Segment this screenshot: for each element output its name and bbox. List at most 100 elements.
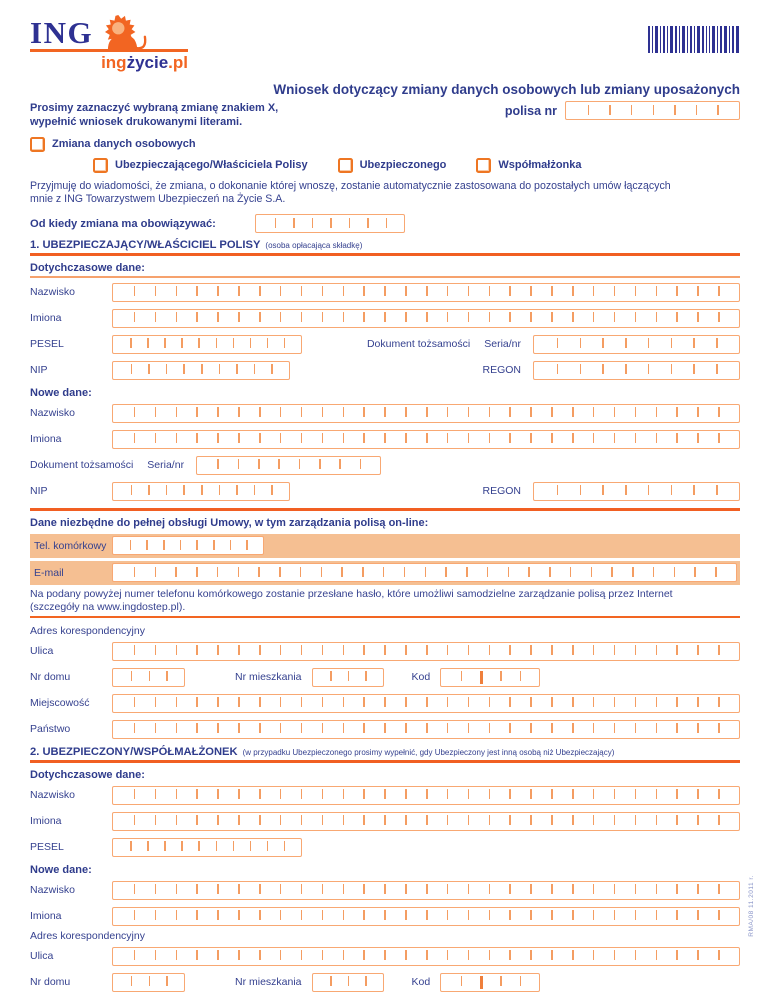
section1-rule xyxy=(30,253,740,257)
s1-old-surname-input[interactable] xyxy=(112,282,740,302)
names-label: Imiona xyxy=(30,815,62,828)
nip-label: NIP xyxy=(30,485,48,498)
instruction-line-2: wypełnić wniosek drukowanymi literami. xyxy=(30,116,243,129)
s1-new-nip-row: NIP REGON xyxy=(30,481,740,501)
policy-number-input[interactable] xyxy=(565,101,740,120)
s2-new-names-row: Imiona xyxy=(30,906,740,926)
page-title: Wniosek dotyczący zmiany danych osobowyc… xyxy=(273,82,740,97)
online-heading: Dane niezbędne do pełnej obsługi Umowy, … xyxy=(30,516,429,529)
s1-flat-input[interactable] xyxy=(311,667,384,687)
mobile-band: Tel. komórkowy xyxy=(30,533,740,558)
instruction-line-1: Prosimy zaznaczyć wybraną zmianę znakiem… xyxy=(30,102,279,114)
s2-new-surname-input[interactable] xyxy=(112,880,740,900)
s1-street-row: Ulica xyxy=(30,641,740,661)
s1-old-iddoc-input[interactable] xyxy=(533,334,740,354)
regon-label: REGON xyxy=(482,364,521,377)
change-type-row: Zmiana danych osobowych xyxy=(30,136,740,152)
spouse-checkbox-item: Współmałżonka xyxy=(476,157,582,173)
s2-house-row: Nr domu Nr mieszkania Kod xyxy=(30,972,740,992)
names-label: Imiona xyxy=(30,433,62,446)
barcode xyxy=(648,26,739,53)
email-label: E-mail xyxy=(34,566,64,579)
s2-old-pesel-input[interactable] xyxy=(112,837,302,857)
section2-subtitle: (w przypadku Ubezpieczonego prosimy wype… xyxy=(242,747,615,757)
flat-label: Nr mieszkania xyxy=(235,671,302,684)
regon-label: REGON xyxy=(482,485,521,498)
ing-logo: ING ingżycie.pl xyxy=(30,14,740,73)
city-label: Miejscowość xyxy=(30,697,90,710)
section2-rule xyxy=(30,759,740,763)
nip-label: NIP xyxy=(30,364,48,377)
site-suffix: .pl xyxy=(168,52,188,72)
email-input[interactable] xyxy=(112,563,737,583)
brand-site: ingżycie.pl xyxy=(30,53,188,73)
s1-old-pesel-input[interactable] xyxy=(112,334,302,354)
s1-old-regon-group: REGON xyxy=(482,360,740,380)
street-label: Ulica xyxy=(30,950,54,963)
ing-wordmark: ING xyxy=(30,15,94,50)
mobile-input[interactable] xyxy=(112,536,264,556)
policy-number-row: polisa nr xyxy=(505,101,740,120)
spouse-label: Współmałżonka xyxy=(498,159,582,172)
s1-old-nip-input[interactable] xyxy=(112,360,290,380)
iddoc-series-label: Seria/nr xyxy=(484,338,521,351)
policyholder-label: Ubezpieczającego/Właściciela Polisy xyxy=(115,159,308,172)
personal-data-change-label: Zmiana danych osobowych xyxy=(52,138,196,151)
s2-street-row: Ulica xyxy=(30,946,740,966)
acknowledgment-text: Przyjmuję do wiadomości, że zmiana, o do… xyxy=(30,179,671,205)
s1-address-heading: Adres korespondencyjny xyxy=(30,624,145,637)
header: ING ingżycie.pl xyxy=(30,14,740,78)
iddoc-label: Dokument tożsamości xyxy=(30,459,134,472)
pesel-label: PESEL xyxy=(30,338,64,351)
s2-address-heading: Adres korespondencyjny xyxy=(30,929,145,942)
insured-checkbox[interactable] xyxy=(337,157,353,173)
s1-new-names-input[interactable] xyxy=(112,429,740,449)
mobile-label: Tel. komórkowy xyxy=(34,539,107,552)
s1-new-iddoc-input[interactable] xyxy=(196,455,382,475)
s1-zip-input[interactable] xyxy=(440,667,541,687)
s1-street-input[interactable] xyxy=(112,641,740,661)
effective-date-input[interactable] xyxy=(255,214,405,234)
site-mid: życie xyxy=(126,52,169,72)
spouse-checkbox[interactable] xyxy=(476,157,492,173)
s1-new-names-row: Imiona xyxy=(30,429,740,449)
change-subject-row: Ubezpieczającego/Właściciela Polisy Ubez… xyxy=(93,157,740,173)
s2-old-names-row: Imiona xyxy=(30,811,740,831)
s1-house-row: Nr domu Nr mieszkania Kod xyxy=(30,667,740,687)
s1-old-iddoc-group: Dokument tożsamości Seria/nr xyxy=(367,334,740,354)
policyholder-checkbox[interactable] xyxy=(93,157,108,173)
s2-zip-input[interactable] xyxy=(440,972,541,992)
s2-street-input[interactable] xyxy=(112,946,740,966)
s2-flat-input[interactable] xyxy=(311,972,384,992)
s2-old-surname-input[interactable] xyxy=(112,785,740,805)
s1-old-heading: Dotychczasowe dane: xyxy=(30,262,145,275)
s1-new-regon-input[interactable] xyxy=(533,481,740,501)
s2-new-names-input[interactable] xyxy=(112,906,740,926)
s2-new-surname-row: Nazwisko xyxy=(30,880,740,900)
logo-rule xyxy=(30,49,188,52)
surname-label: Nazwisko xyxy=(30,789,75,802)
note-rule xyxy=(30,615,740,618)
effective-date-row: Od kiedy zmiana ma obowiązywać: xyxy=(30,214,740,234)
s1-city-input[interactable] xyxy=(112,693,740,713)
pesel-label: PESEL xyxy=(30,841,64,854)
site-prefix: ing xyxy=(101,52,127,72)
insured-checkbox-item: Ubezpieczonego xyxy=(337,157,446,173)
personal-data-change-checkbox[interactable] xyxy=(30,136,45,152)
effective-date-label: Od kiedy zmiana ma obowiązywać: xyxy=(30,217,216,230)
email-band: E-mail xyxy=(30,560,740,585)
s1-new-nip-input[interactable] xyxy=(112,481,290,501)
s1-new-regon-group: REGON xyxy=(482,481,740,501)
fill-instructions: Prosimy zaznaczyć wybraną zmianę znakiem… xyxy=(30,101,278,130)
s1-old-regon-input[interactable] xyxy=(533,360,740,380)
s2-old-names-input[interactable] xyxy=(112,811,740,831)
s1-country-input[interactable] xyxy=(112,719,740,739)
flat-label: Nr mieszkania xyxy=(235,976,302,989)
s1-old-names-row: Imiona xyxy=(30,308,740,328)
lion-icon xyxy=(105,14,147,51)
s1-new-surname-input[interactable] xyxy=(112,403,740,423)
s1-house-input[interactable] xyxy=(112,667,185,687)
s1-old-names-input[interactable] xyxy=(112,308,740,328)
iddoc-series-label: Seria/nr xyxy=(147,459,185,472)
s2-house-input[interactable] xyxy=(112,972,185,992)
